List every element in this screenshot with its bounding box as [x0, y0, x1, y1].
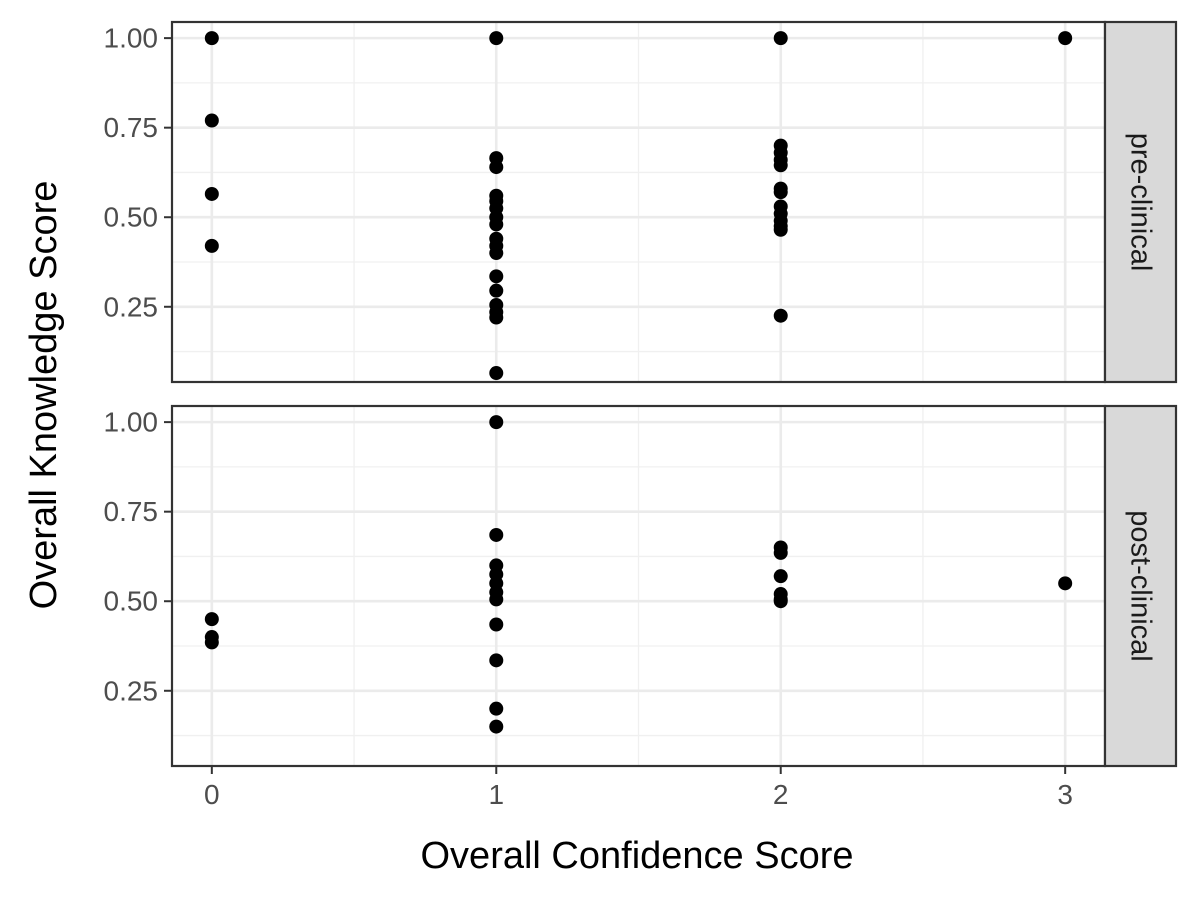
facet-strip — [1103, 404, 1178, 768]
scatter-point — [489, 366, 504, 381]
y-tick-label: 0.75 — [104, 112, 159, 143]
x-tick-label: 2 — [773, 779, 789, 810]
facet-strip — [1103, 20, 1178, 384]
scatter-point — [773, 158, 788, 173]
scatter-point — [489, 592, 504, 607]
x-axis: 0 1 2 3 — [204, 766, 1073, 810]
facet-panel-post-clinical: post-clinical 0.25 0.50 0.75 1.00 — [104, 404, 1178, 768]
facet-strip-label: post-clinical — [1125, 510, 1157, 662]
y-tick-label: 0.25 — [104, 291, 159, 322]
scatter-point — [204, 113, 219, 128]
scatter-point — [489, 653, 504, 668]
scatter-point — [489, 527, 504, 542]
y-tick-label: 0.25 — [104, 675, 159, 706]
facet-panel-pre-clinical: pre-clinical 0.25 0.50 0.75 1.00 — [104, 20, 1178, 384]
scatter-point — [1058, 31, 1073, 46]
scatter-point — [489, 283, 504, 298]
scatter-point — [489, 701, 504, 716]
scatter-point — [773, 594, 788, 609]
scatter-point — [1058, 576, 1073, 591]
scatter-point — [489, 269, 504, 284]
scatter-point — [489, 160, 504, 175]
scatter-point — [204, 612, 219, 627]
y-tick-label: 0.50 — [104, 202, 159, 233]
scatter-point — [204, 238, 219, 253]
y-tick-label: 1.00 — [104, 407, 159, 438]
scatter-point — [489, 310, 504, 325]
x-tick-label: 0 — [204, 779, 220, 810]
scatter-point — [489, 617, 504, 632]
scatter-point — [204, 186, 219, 201]
scatter-point — [204, 635, 219, 650]
scatter-point — [773, 308, 788, 323]
scatter-point — [204, 31, 219, 46]
scatter-point — [489, 415, 504, 430]
y-tick-label: 1.00 — [104, 23, 159, 54]
scatter-point — [489, 719, 504, 734]
scatter-point — [773, 31, 788, 46]
scatter-point — [773, 545, 788, 560]
scatter-point — [489, 31, 504, 46]
scatter-point — [773, 222, 788, 237]
y-tick-label: 0.75 — [104, 496, 159, 527]
scatter-point — [489, 246, 504, 261]
facet-strip-label: pre-clinical — [1125, 133, 1157, 272]
x-tick-label: 1 — [488, 779, 504, 810]
panels-layer: pre-clinical0.250.500.751.00post-clinica… — [104, 20, 1178, 768]
scatter-point — [773, 569, 788, 584]
scatter-point — [773, 185, 788, 200]
y-axis-title: Overall Knowledge Score — [23, 181, 65, 610]
y-tick-label: 0.50 — [104, 586, 159, 617]
x-tick-label: 3 — [1057, 779, 1073, 810]
x-axis-title: Overall Confidence Score — [421, 835, 854, 877]
scatter-point — [489, 217, 504, 232]
